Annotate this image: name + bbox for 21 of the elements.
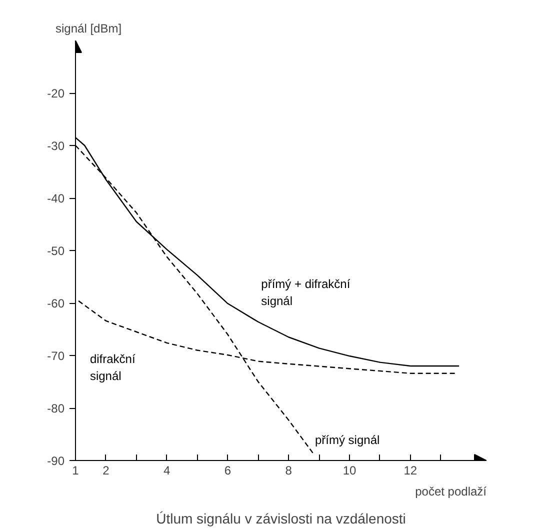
series-label: přímý signál: [314, 433, 380, 448]
x-tick-label: 6: [224, 464, 232, 478]
x-tick-label: 12: [404, 464, 418, 478]
y-tick-label: -30: [47, 139, 65, 153]
x-tick-label: 2: [102, 464, 110, 478]
y-tick-label: -20: [47, 86, 65, 100]
x-tick-label: 8: [285, 464, 292, 478]
x-tick-label: 1: [72, 464, 80, 478]
series-label: difrakční signál: [90, 352, 136, 383]
y-axis-title: signál [dBm]: [56, 22, 122, 36]
y-tick-label: -50: [47, 244, 65, 258]
y-tick-label: -60: [47, 296, 65, 310]
text: Útlum signálu v závislosti na vzdálenosti: [156, 510, 406, 526]
y-tick-label: -70: [47, 349, 65, 363]
y-tick-label: -40: [47, 192, 65, 206]
y-tick-label: -80: [47, 402, 65, 416]
series-label: přímý + difrakční signál: [261, 277, 351, 308]
x-tick-label: 10: [342, 464, 356, 478]
x-tick-label: 4: [163, 464, 170, 478]
x-axis-title: počet podlaží: [415, 484, 488, 498]
y-tick-label: -90: [47, 454, 65, 468]
